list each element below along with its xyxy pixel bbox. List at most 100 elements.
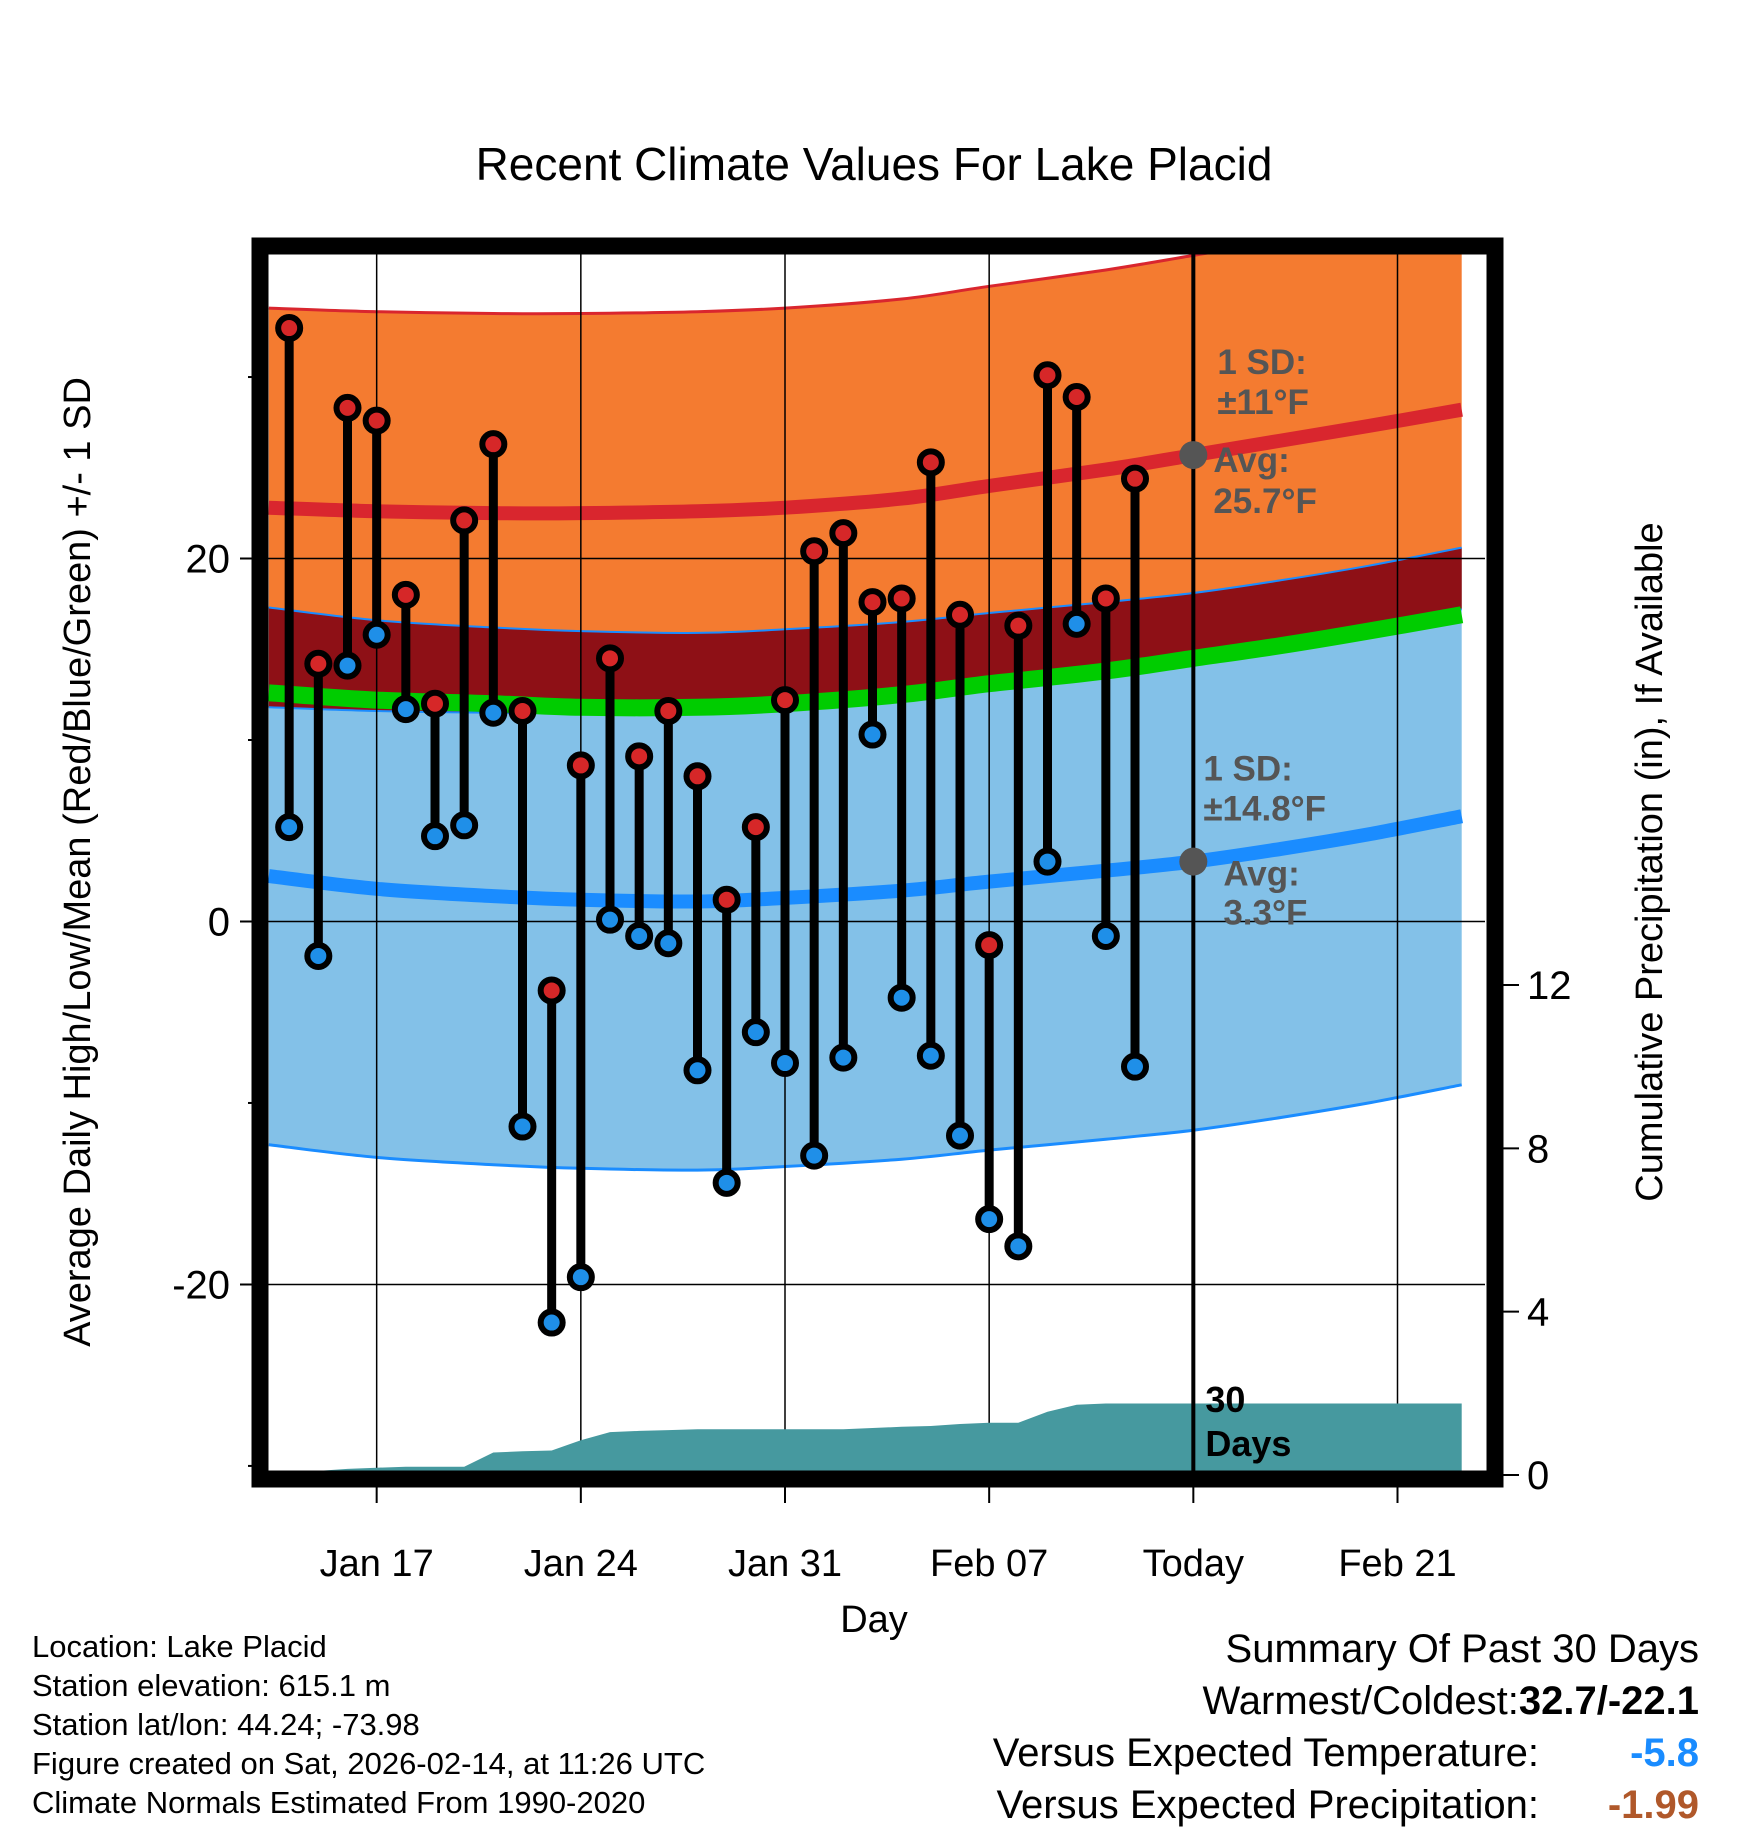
x-tick-label: Today bbox=[1143, 1543, 1244, 1585]
summary-title: Summary Of Past 30 Days bbox=[1225, 1627, 1699, 1671]
daily-high-point bbox=[887, 584, 916, 613]
summary-panel: Summary Of Past 30 Days Warmest/Coldest:… bbox=[993, 1623, 1699, 1831]
daily-low-point bbox=[829, 1043, 858, 1072]
temp-label: Versus Expected Temperature: bbox=[992, 1731, 1539, 1775]
x-tick-label: Feb 07 bbox=[930, 1543, 1048, 1585]
daily-high-point bbox=[537, 976, 566, 1005]
daily-low-point bbox=[596, 905, 624, 934]
x-tick-label: Feb 21 bbox=[1338, 1543, 1456, 1585]
warm-cold-label: Warmest/Coldest: bbox=[1202, 1679, 1519, 1723]
daily-low-point bbox=[391, 695, 420, 724]
daily-high-point bbox=[391, 580, 420, 609]
normal-annotation-text: Avg: bbox=[1213, 441, 1289, 480]
normal-annotation-text: ±14.8°F bbox=[1203, 790, 1326, 829]
daily-low-point bbox=[800, 1141, 829, 1170]
daily-low-point bbox=[450, 811, 479, 840]
daily-high-point bbox=[1091, 584, 1120, 613]
daily-high-point bbox=[1121, 464, 1149, 493]
y2-tick-label: 0 bbox=[1527, 1454, 1549, 1498]
normal-annotation-text: Avg: bbox=[1223, 855, 1299, 894]
y2-axis-label: Cumulative Precipitation (in), If Availa… bbox=[1629, 522, 1671, 1201]
warm-cold-value: 32.7/-22.1 bbox=[1518, 1679, 1699, 1723]
precip-label: Versus Expected Precipitation: bbox=[996, 1783, 1539, 1827]
daily-low-point bbox=[975, 1205, 1004, 1234]
created-text: Figure created on Sat, 2026-02-14, at 11… bbox=[32, 1746, 706, 1781]
x-tick-label: Jan 31 bbox=[728, 1543, 842, 1585]
elevation-text: Station elevation: 615.1 m bbox=[32, 1668, 391, 1703]
y-tick-label: 20 bbox=[186, 538, 231, 582]
daily-high-point bbox=[800, 537, 829, 566]
y-tick-label: 0 bbox=[208, 900, 230, 944]
daily-high-point bbox=[712, 885, 741, 914]
daily-low-point bbox=[508, 1112, 537, 1141]
normal-marker bbox=[1179, 441, 1208, 470]
daily-high-point bbox=[508, 696, 537, 725]
daily-high-point bbox=[771, 686, 799, 715]
daily-high-point bbox=[479, 430, 508, 459]
normal-annotation-text: 1 SD: bbox=[1203, 750, 1292, 789]
daily-low-point bbox=[887, 983, 916, 1012]
precip-area bbox=[268, 1403, 1462, 1475]
daily-low-point bbox=[654, 929, 683, 958]
daily-high-point bbox=[275, 314, 304, 343]
location-text: Location: Lake Placid bbox=[32, 1629, 327, 1664]
y-tick-label: -20 bbox=[172, 1263, 230, 1307]
x-tick-label: Jan 24 bbox=[524, 1543, 638, 1585]
daily-low-point bbox=[304, 941, 333, 970]
daily-low-point bbox=[741, 1018, 770, 1047]
daily-high-point bbox=[1033, 361, 1062, 390]
daily-low-point bbox=[683, 1056, 712, 1085]
daily-high-point bbox=[654, 696, 683, 725]
daily-high-point bbox=[625, 742, 654, 771]
daily-low-point bbox=[275, 813, 304, 842]
latlon-text: Station lat/lon: 44.24; -73.98 bbox=[32, 1707, 420, 1742]
overlap-band bbox=[268, 547, 1462, 714]
daily-low-point bbox=[771, 1049, 799, 1078]
y2-tick-label: 4 bbox=[1527, 1291, 1549, 1335]
daily-high-point bbox=[566, 751, 595, 780]
daily-low-point bbox=[946, 1121, 974, 1150]
temp-value: -5.8 bbox=[1630, 1731, 1699, 1775]
daily-low-point bbox=[1004, 1232, 1033, 1261]
normal-low-line bbox=[267, 809, 1464, 909]
daily-low-point bbox=[362, 620, 391, 649]
daily-low-point bbox=[421, 822, 449, 851]
window-label: Days bbox=[1205, 1423, 1291, 1464]
daily-high-point bbox=[1062, 383, 1091, 411]
normal-annotation-text: 3.3°F bbox=[1223, 894, 1307, 933]
daily-high-point bbox=[741, 813, 770, 842]
normal-annotation-text: 25.7°F bbox=[1213, 482, 1317, 521]
normal-annotation-text: 1 SD: bbox=[1217, 343, 1306, 382]
high-sd-upper-line bbox=[268, 250, 1236, 316]
daily-high-point bbox=[1004, 611, 1033, 640]
daily-high-point bbox=[975, 931, 1004, 960]
x-tick-label: Jan 17 bbox=[320, 1543, 434, 1585]
window-label: 30 bbox=[1205, 1379, 1245, 1420]
daily-high-point bbox=[333, 393, 362, 422]
daily-low-point bbox=[566, 1263, 595, 1292]
daily-low-point bbox=[712, 1168, 741, 1197]
precip-value: -1.99 bbox=[1607, 1783, 1699, 1827]
daily-high-point bbox=[683, 762, 712, 791]
daily-high-point bbox=[450, 506, 479, 535]
x-axis-label: Day bbox=[840, 1599, 908, 1641]
daily-low-point bbox=[625, 922, 654, 950]
y-axis-label: Average Daily High/Low/Mean (Red/Blue/Gr… bbox=[57, 377, 99, 1347]
y2-tick-label: 12 bbox=[1527, 964, 1572, 1008]
summary-temp: Versus Expected Temperature: -5.8 bbox=[993, 1727, 1699, 1779]
daily-high-point bbox=[916, 448, 945, 477]
daily-low-point bbox=[1062, 609, 1091, 638]
low-sd-lower-line bbox=[268, 1083, 1462, 1172]
daily-high-point bbox=[829, 519, 858, 548]
summary-warm-cold: Warmest/Coldest:32.7/-22.1 bbox=[993, 1675, 1699, 1727]
plot-frame bbox=[251, 237, 1504, 1488]
daily-high-point bbox=[304, 649, 333, 678]
daily-low-point bbox=[1121, 1052, 1149, 1081]
daily-low-point bbox=[479, 698, 508, 727]
daily-high-point bbox=[596, 644, 624, 673]
daily-high-point bbox=[946, 600, 974, 629]
normal-marker bbox=[1179, 847, 1208, 876]
daily-high-point bbox=[362, 406, 391, 435]
daily-high-point bbox=[858, 588, 887, 617]
